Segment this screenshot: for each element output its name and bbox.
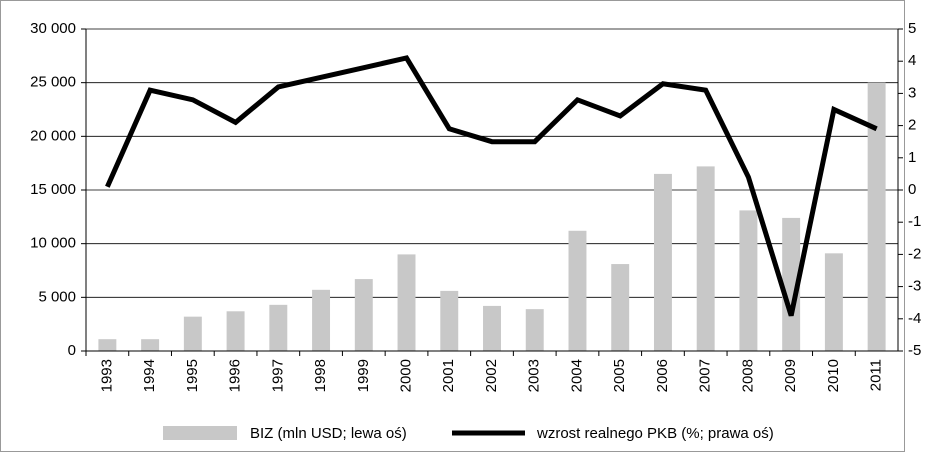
y2-tick-label: 2 (908, 117, 916, 134)
x-tick-label: 2004 (568, 359, 585, 392)
x-tick-label: 1998 (312, 359, 329, 392)
y-tick-label: 5 000 (38, 288, 76, 305)
bar (611, 264, 630, 351)
bar (354, 279, 373, 351)
x-tick-label: 2008 (739, 359, 756, 392)
bar (440, 290, 459, 351)
y-tick-label: 10 000 (30, 235, 76, 252)
bar (653, 173, 672, 351)
bar (183, 316, 202, 351)
y2-tick-label: 5 (908, 20, 916, 37)
y2-tick-label: -4 (908, 310, 921, 327)
x-tick-label: 2002 (483, 359, 500, 392)
bar (867, 82, 886, 352)
bar (782, 217, 801, 351)
y2-tick-label: 4 (908, 52, 916, 69)
y-tick-label: 30 000 (30, 20, 76, 37)
y-tick-label: 15 000 (30, 181, 76, 198)
x-tick-label: 2006 (654, 359, 671, 392)
x-tick-label: 1996 (227, 359, 244, 392)
y2-tick-label: -2 (908, 245, 921, 262)
x-tick-label: 2003 (526, 359, 543, 392)
y2-tick-label: 0 (908, 181, 916, 198)
y-tick-label: 25 000 (30, 74, 76, 91)
bar (824, 253, 843, 351)
bar (269, 304, 288, 351)
x-tick-label: 1993 (98, 359, 115, 392)
legend-label: wzrost realnego PKB (%; prawa oś) (536, 425, 774, 442)
x-tick-label: 1997 (269, 359, 286, 392)
bar (397, 254, 416, 351)
y2-tick-label: -1 (908, 213, 921, 230)
bar (483, 305, 501, 351)
x-tick-label: 2005 (611, 359, 628, 392)
y2-tick-label: 1 (908, 149, 916, 166)
bar (568, 230, 587, 351)
bar (525, 309, 544, 351)
x-tick-label: 1999 (355, 359, 372, 392)
y2-tick-label: -3 (908, 278, 921, 295)
x-tick-label: 2001 (440, 359, 457, 392)
bar (226, 311, 245, 351)
bar (696, 166, 715, 351)
y-tick-label: 0 (68, 342, 76, 359)
legend-label: BIZ (mln USD; lewa oś) (250, 425, 407, 442)
y2-tick-label: 3 (908, 84, 916, 101)
x-tick-label: 2009 (782, 359, 799, 392)
x-tick-label: 2000 (397, 359, 414, 392)
y2-tick-label: -5 (908, 342, 921, 359)
x-tick-label: 2010 (825, 359, 842, 392)
x-tick-label: 1995 (184, 359, 201, 392)
legend-swatch (163, 426, 237, 440)
bar (312, 289, 331, 351)
bar (739, 210, 758, 351)
x-tick-label: 1994 (141, 359, 158, 392)
y-tick-label: 20 000 (30, 127, 76, 144)
x-tick-label: 2011 (868, 359, 885, 391)
bar (98, 339, 117, 351)
line (105, 55, 878, 317)
x-tick-label: 2007 (697, 359, 714, 392)
bar (141, 339, 160, 351)
